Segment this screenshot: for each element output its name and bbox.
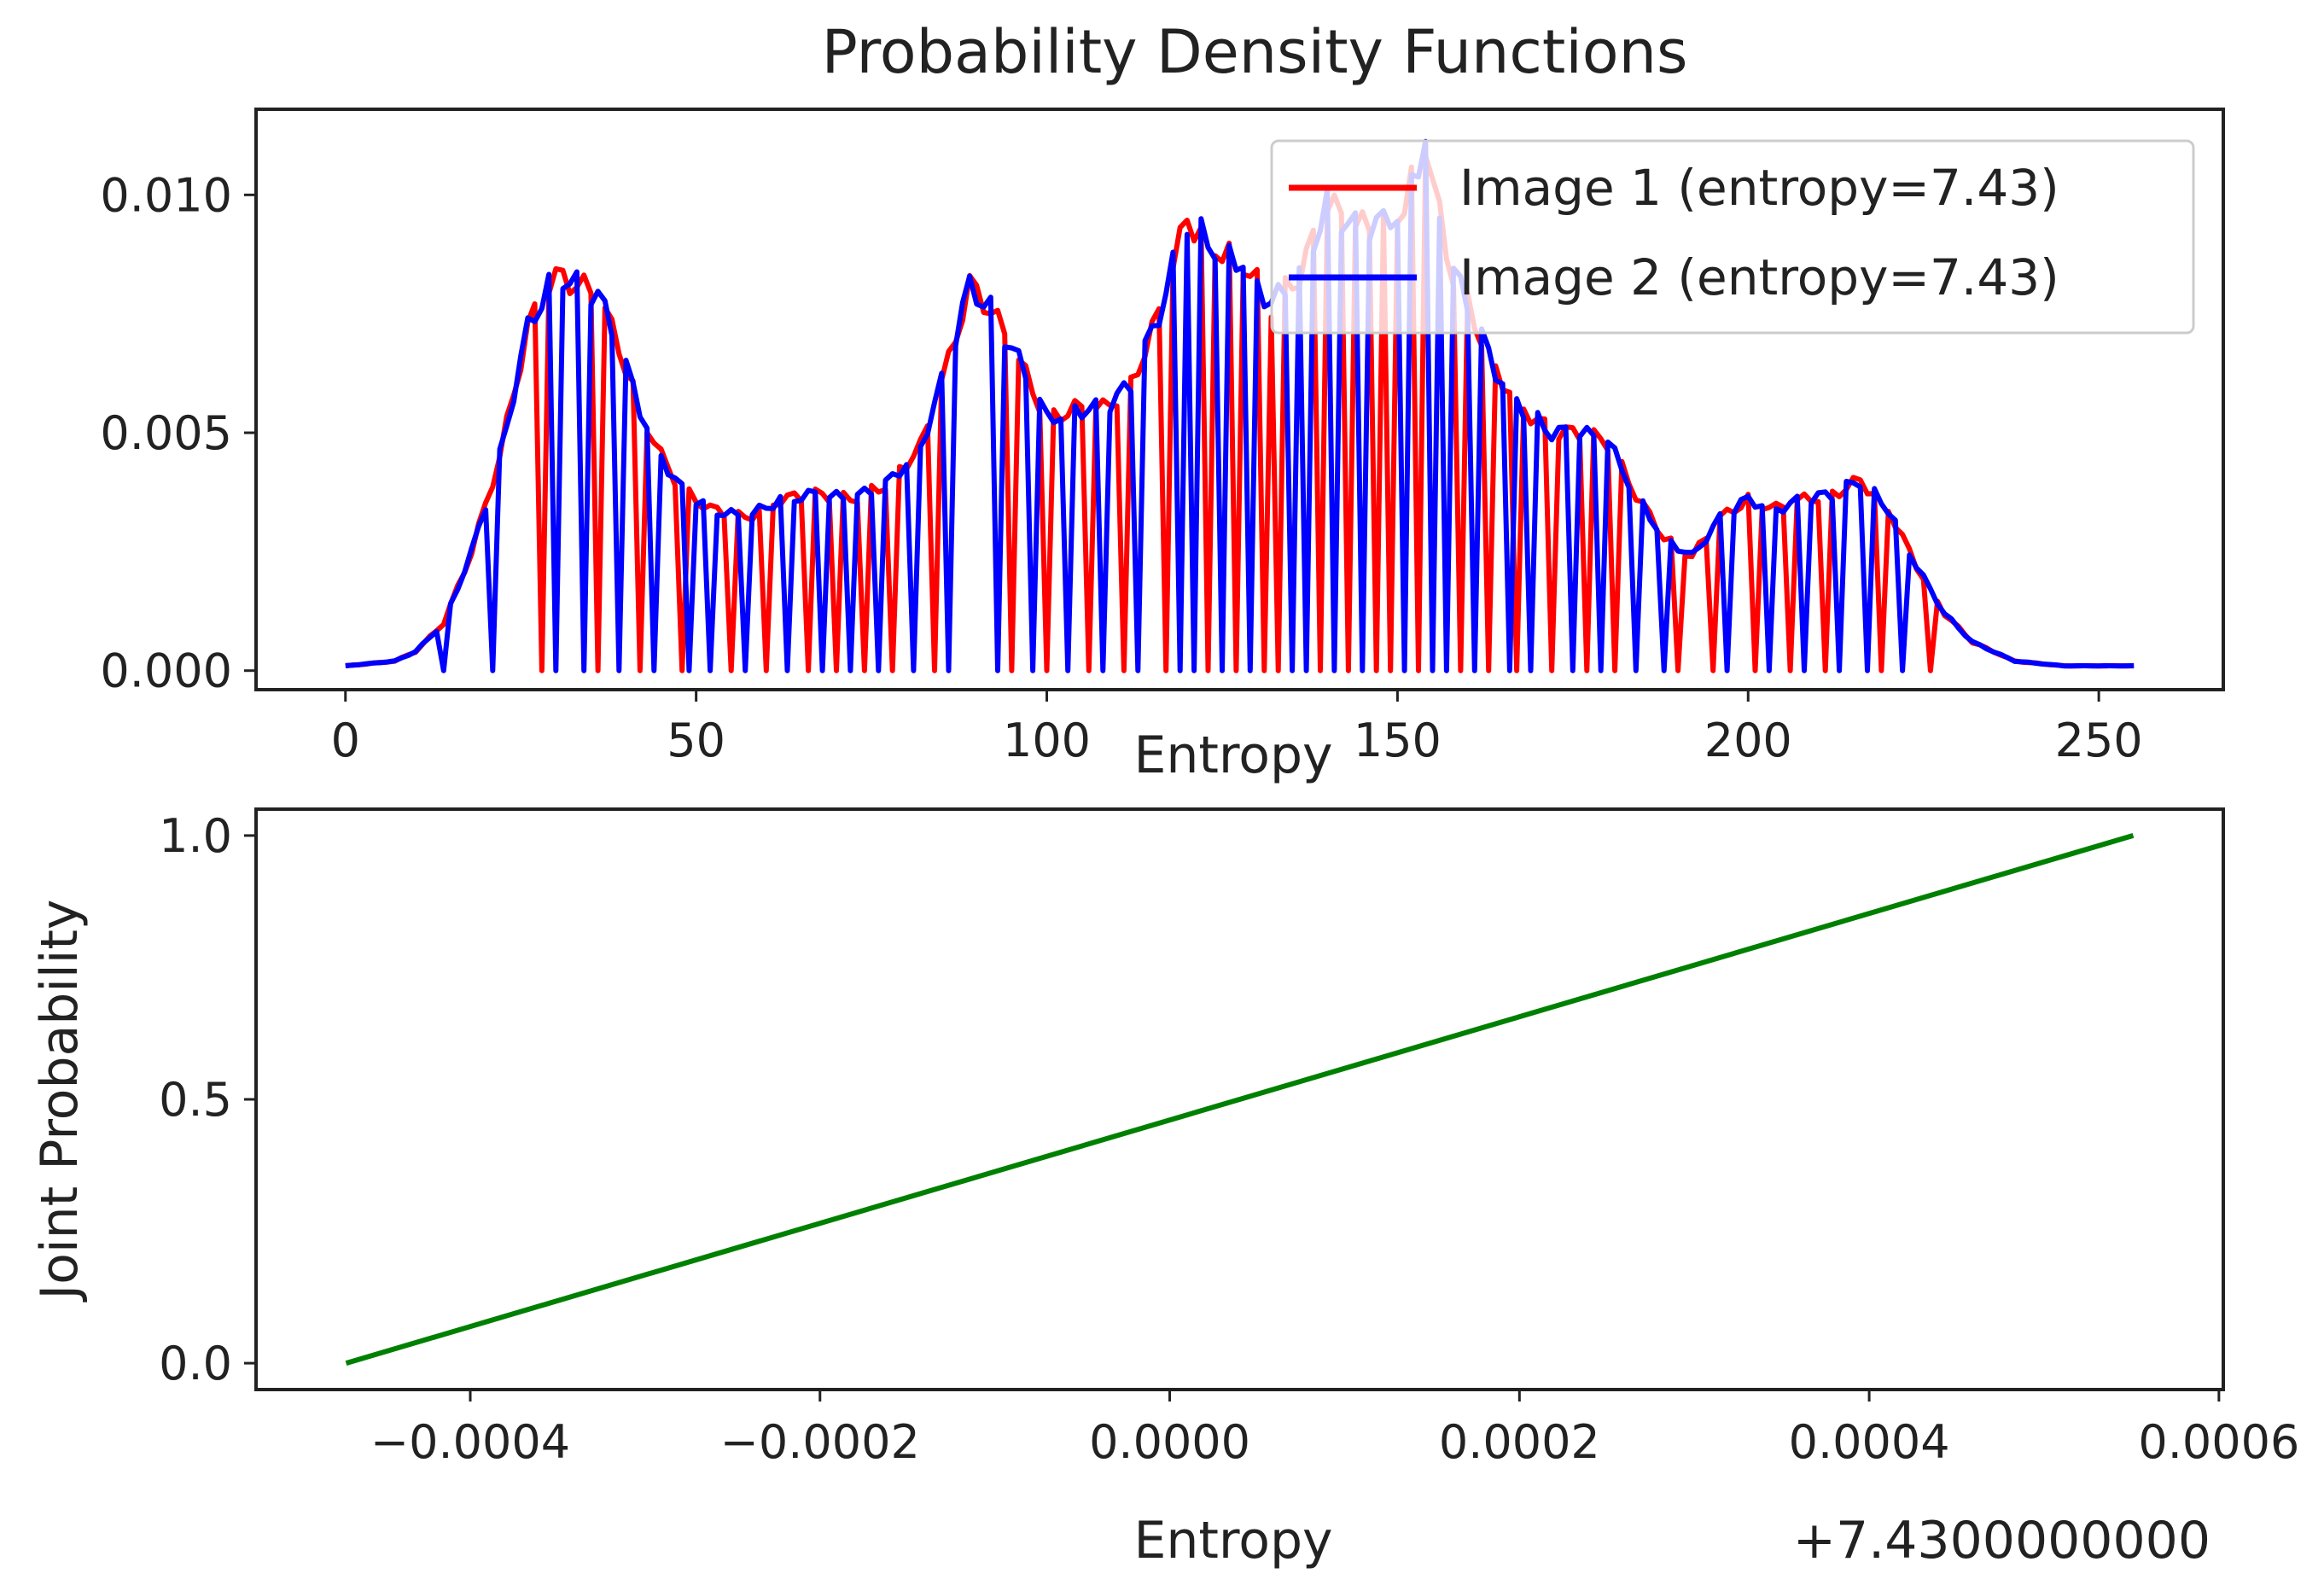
x-tick-label: 100 — [1003, 714, 1091, 767]
x-tick-label: −0.0004 — [370, 1415, 570, 1469]
x-tick-label: 0.0004 — [1789, 1415, 1950, 1469]
series-line-image1 — [345, 153, 2135, 673]
series-line-image2 — [345, 138, 2135, 673]
x-tick-label: 0.0000 — [1089, 1415, 1250, 1469]
x-tick-label: 0 — [331, 714, 360, 767]
joint-y-axis: 0.0 0.5 1.0 — [159, 809, 256, 1390]
joint-x-axis-label: Entropy — [1133, 1511, 1332, 1571]
pdf-plot-area — [345, 138, 2135, 673]
y-tick-label: 0.000 — [100, 644, 232, 698]
legend-box — [1270, 139, 2195, 335]
x-tick-label: 50 — [667, 714, 725, 767]
x-tick-label: 0.0006 — [2138, 1415, 2299, 1469]
x-tick-label: 0.0002 — [1439, 1415, 1600, 1469]
legend-label-image1: Image 1 (entropy=7.43) — [1459, 159, 2059, 217]
pdf-chart: Probability Density Functions 0 50 100 150 2… — [100, 17, 2225, 785]
x-tick-label: 200 — [1704, 714, 1792, 767]
chart-title: Probability Density Functions — [822, 17, 1688, 87]
pdf-axes-frame — [254, 108, 2225, 691]
y-tick-label: 0.0 — [159, 1337, 232, 1390]
x-tick-label: 150 — [1354, 714, 1442, 767]
pdf-y-axis: 0.000 0.005 0.010 — [100, 168, 256, 698]
y-tick-label: 1.0 — [159, 809, 232, 863]
joint-plot-area — [345, 833, 2135, 1366]
y-tick-label: 0.010 — [100, 168, 232, 222]
pdf-x-axis-label: Entropy — [1133, 726, 1332, 785]
legend: Image 1 (entropy=7.43) Image 2 (entropy=… — [1270, 139, 2195, 335]
joint-chart: −0.0004 −0.0002 0.0000 0.0002 0.0004 0.0006 0… — [30, 807, 2299, 1571]
x-tick-label: 250 — [2055, 714, 2143, 767]
y-tick-label: 0.5 — [159, 1073, 232, 1127]
x-offset-label: +7.4300000000 — [1793, 1511, 2210, 1571]
y-tick-label: 0.005 — [100, 406, 232, 460]
x-tick-label: −0.0002 — [720, 1415, 920, 1469]
legend-label-image2: Image 2 (entropy=7.43) — [1459, 248, 2059, 306]
joint-y-axis-label: Joint Probability — [30, 900, 90, 1303]
series-line-joint — [345, 833, 2135, 1366]
joint-x-axis: −0.0004 −0.0002 0.0000 0.0002 0.0004 0.0006 — [370, 1390, 2299, 1469]
pdf-x-axis: 0 50 100 150 200 250 — [331, 690, 2143, 767]
